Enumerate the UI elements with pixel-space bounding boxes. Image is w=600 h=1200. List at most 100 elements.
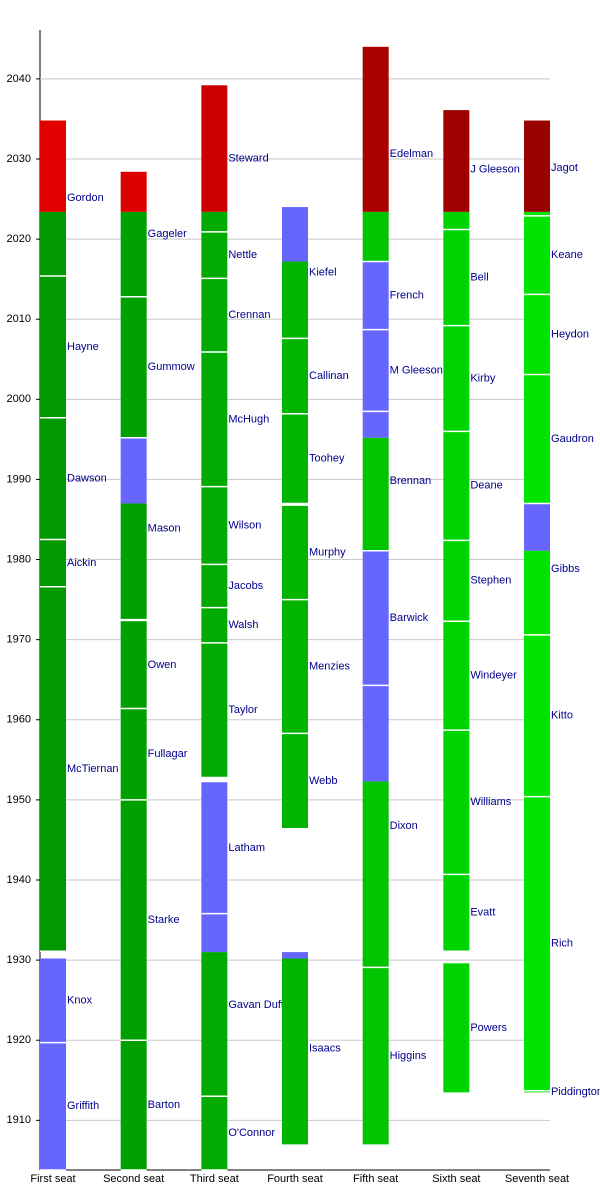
term-bar [201, 1096, 228, 1170]
justice-label: Stephen [470, 575, 511, 587]
term-bar [201, 564, 228, 608]
term-bar [201, 642, 228, 778]
term-bar [282, 338, 309, 414]
term-bar [362, 781, 389, 968]
x-tick-label: Seventh seat [505, 1173, 569, 1185]
x-tick-label: Third seat [190, 1173, 239, 1185]
justice-label: Nettle [228, 249, 257, 261]
justice-label: Callinan [309, 370, 349, 382]
term-bar [40, 539, 66, 587]
y-tick-label: 2040 [7, 73, 31, 85]
term-bar [362, 211, 389, 262]
y-tick-label: 1960 [7, 714, 31, 726]
term-bar [120, 708, 147, 800]
x-tick-label: Fifth seat [353, 1173, 398, 1185]
justice-label: French [390, 289, 424, 301]
y-tick-label: 1920 [7, 1034, 31, 1046]
term-bar [443, 874, 470, 952]
justice-label: J Gleeson [470, 164, 520, 176]
term-bar [40, 1042, 66, 1170]
justice-label: Latham [228, 842, 265, 854]
y-tick-label: 1940 [7, 874, 31, 886]
term-bar [120, 621, 147, 709]
term-bar [524, 1090, 551, 1094]
justice-label: Brennan [390, 475, 432, 487]
justice-label: Walsh [228, 619, 258, 631]
y-tick-label: 1930 [7, 954, 31, 966]
term-bar [201, 913, 228, 953]
y-tick-label: 1970 [7, 634, 31, 646]
justice-label: Kitto [551, 710, 573, 722]
justice-label: Kiefel [309, 267, 337, 279]
justice-label: Crennan [228, 309, 270, 321]
justice-label: Gummow [148, 361, 195, 373]
term-bar [120, 437, 147, 504]
term-bar [443, 110, 470, 212]
justice-label: Steward [228, 152, 268, 164]
term-bar [362, 437, 389, 551]
x-tick-label: Sixth seat [432, 1173, 480, 1185]
term-bar [443, 621, 470, 731]
justice-label: Heydon [551, 328, 589, 340]
justice-label: Gordon [67, 192, 104, 204]
term-bar [201, 952, 228, 1097]
justice-label: Evatt [470, 907, 495, 919]
justice-label: Fullagar [148, 748, 188, 760]
term-bar [362, 261, 389, 330]
term-bar [362, 967, 389, 1146]
x-tick-label: Second seat [103, 1173, 164, 1185]
term-bar [40, 211, 66, 276]
term-bar [120, 211, 147, 297]
justice-label: Piddington [551, 1086, 600, 1098]
justice-label: Taylor [228, 704, 258, 716]
justice-label: Wilson [228, 519, 261, 531]
term-bar [362, 329, 389, 412]
justice-label: Mason [148, 523, 181, 535]
term-bar [201, 352, 228, 487]
justice-label: Gibbs [551, 563, 580, 575]
term-bar [282, 958, 309, 1146]
y-tick-label: 2030 [7, 153, 31, 165]
justice-label: Windeyer [470, 670, 517, 682]
term-bar [120, 503, 147, 620]
term-bar [443, 211, 470, 230]
justice-label: Isaacs [309, 1043, 341, 1055]
term-bar [282, 733, 309, 829]
term-bar [120, 1040, 147, 1170]
justice-label: Edelman [390, 148, 433, 160]
term-bar [40, 417, 66, 540]
justice-label: O'Connor [228, 1127, 275, 1139]
justice-label: Menzies [309, 660, 350, 672]
term-bar [120, 799, 147, 1041]
term-bar [282, 413, 309, 504]
justice-label: Starke [148, 914, 180, 926]
justice-label: M Gleeson [390, 364, 443, 376]
justice-label: McHugh [228, 413, 269, 425]
term-bar [362, 685, 389, 782]
justice-label: Barton [148, 1099, 180, 1111]
y-tick-label: 1980 [7, 553, 31, 565]
term-bar [443, 963, 470, 1094]
justice-label: McTiernan [67, 763, 119, 775]
term-bar [524, 796, 551, 1091]
justice-label: Dawson [67, 473, 107, 485]
y-tick-label: 2020 [7, 233, 31, 245]
y-tick-label: 1910 [7, 1114, 31, 1126]
term-bar [201, 85, 228, 212]
y-tick-label: 1990 [7, 473, 31, 485]
justice-label: Powers [470, 1022, 507, 1034]
term-bar [120, 171, 147, 212]
term-bar [40, 275, 66, 418]
x-tick-label: First seat [30, 1173, 75, 1185]
term-bar [282, 207, 309, 262]
y-tick-label: 1950 [7, 794, 31, 806]
justice-label: Gageler [148, 228, 187, 240]
justice-label: Griffith [67, 1100, 99, 1112]
y-tick-label: 2000 [7, 393, 31, 405]
term-bar [443, 325, 470, 432]
term-bar [201, 211, 228, 232]
term-bar [362, 46, 389, 212]
term-bar [201, 782, 228, 914]
term-bar [524, 374, 551, 504]
